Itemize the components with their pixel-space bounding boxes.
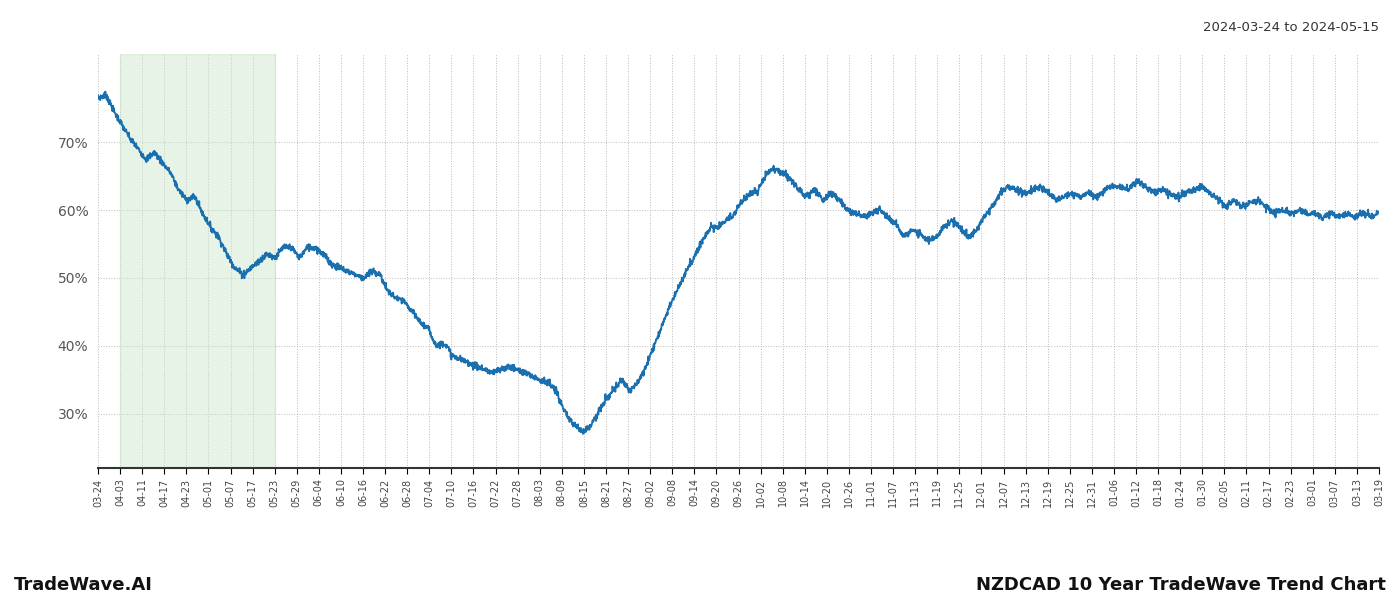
- Text: 2024-03-24 to 2024-05-15: 2024-03-24 to 2024-05-15: [1203, 21, 1379, 34]
- Bar: [120, 54, 274, 468]
- Text: TradeWave.AI: TradeWave.AI: [14, 576, 153, 594]
- Text: NZDCAD 10 Year TradeWave Trend Chart: NZDCAD 10 Year TradeWave Trend Chart: [976, 576, 1386, 594]
